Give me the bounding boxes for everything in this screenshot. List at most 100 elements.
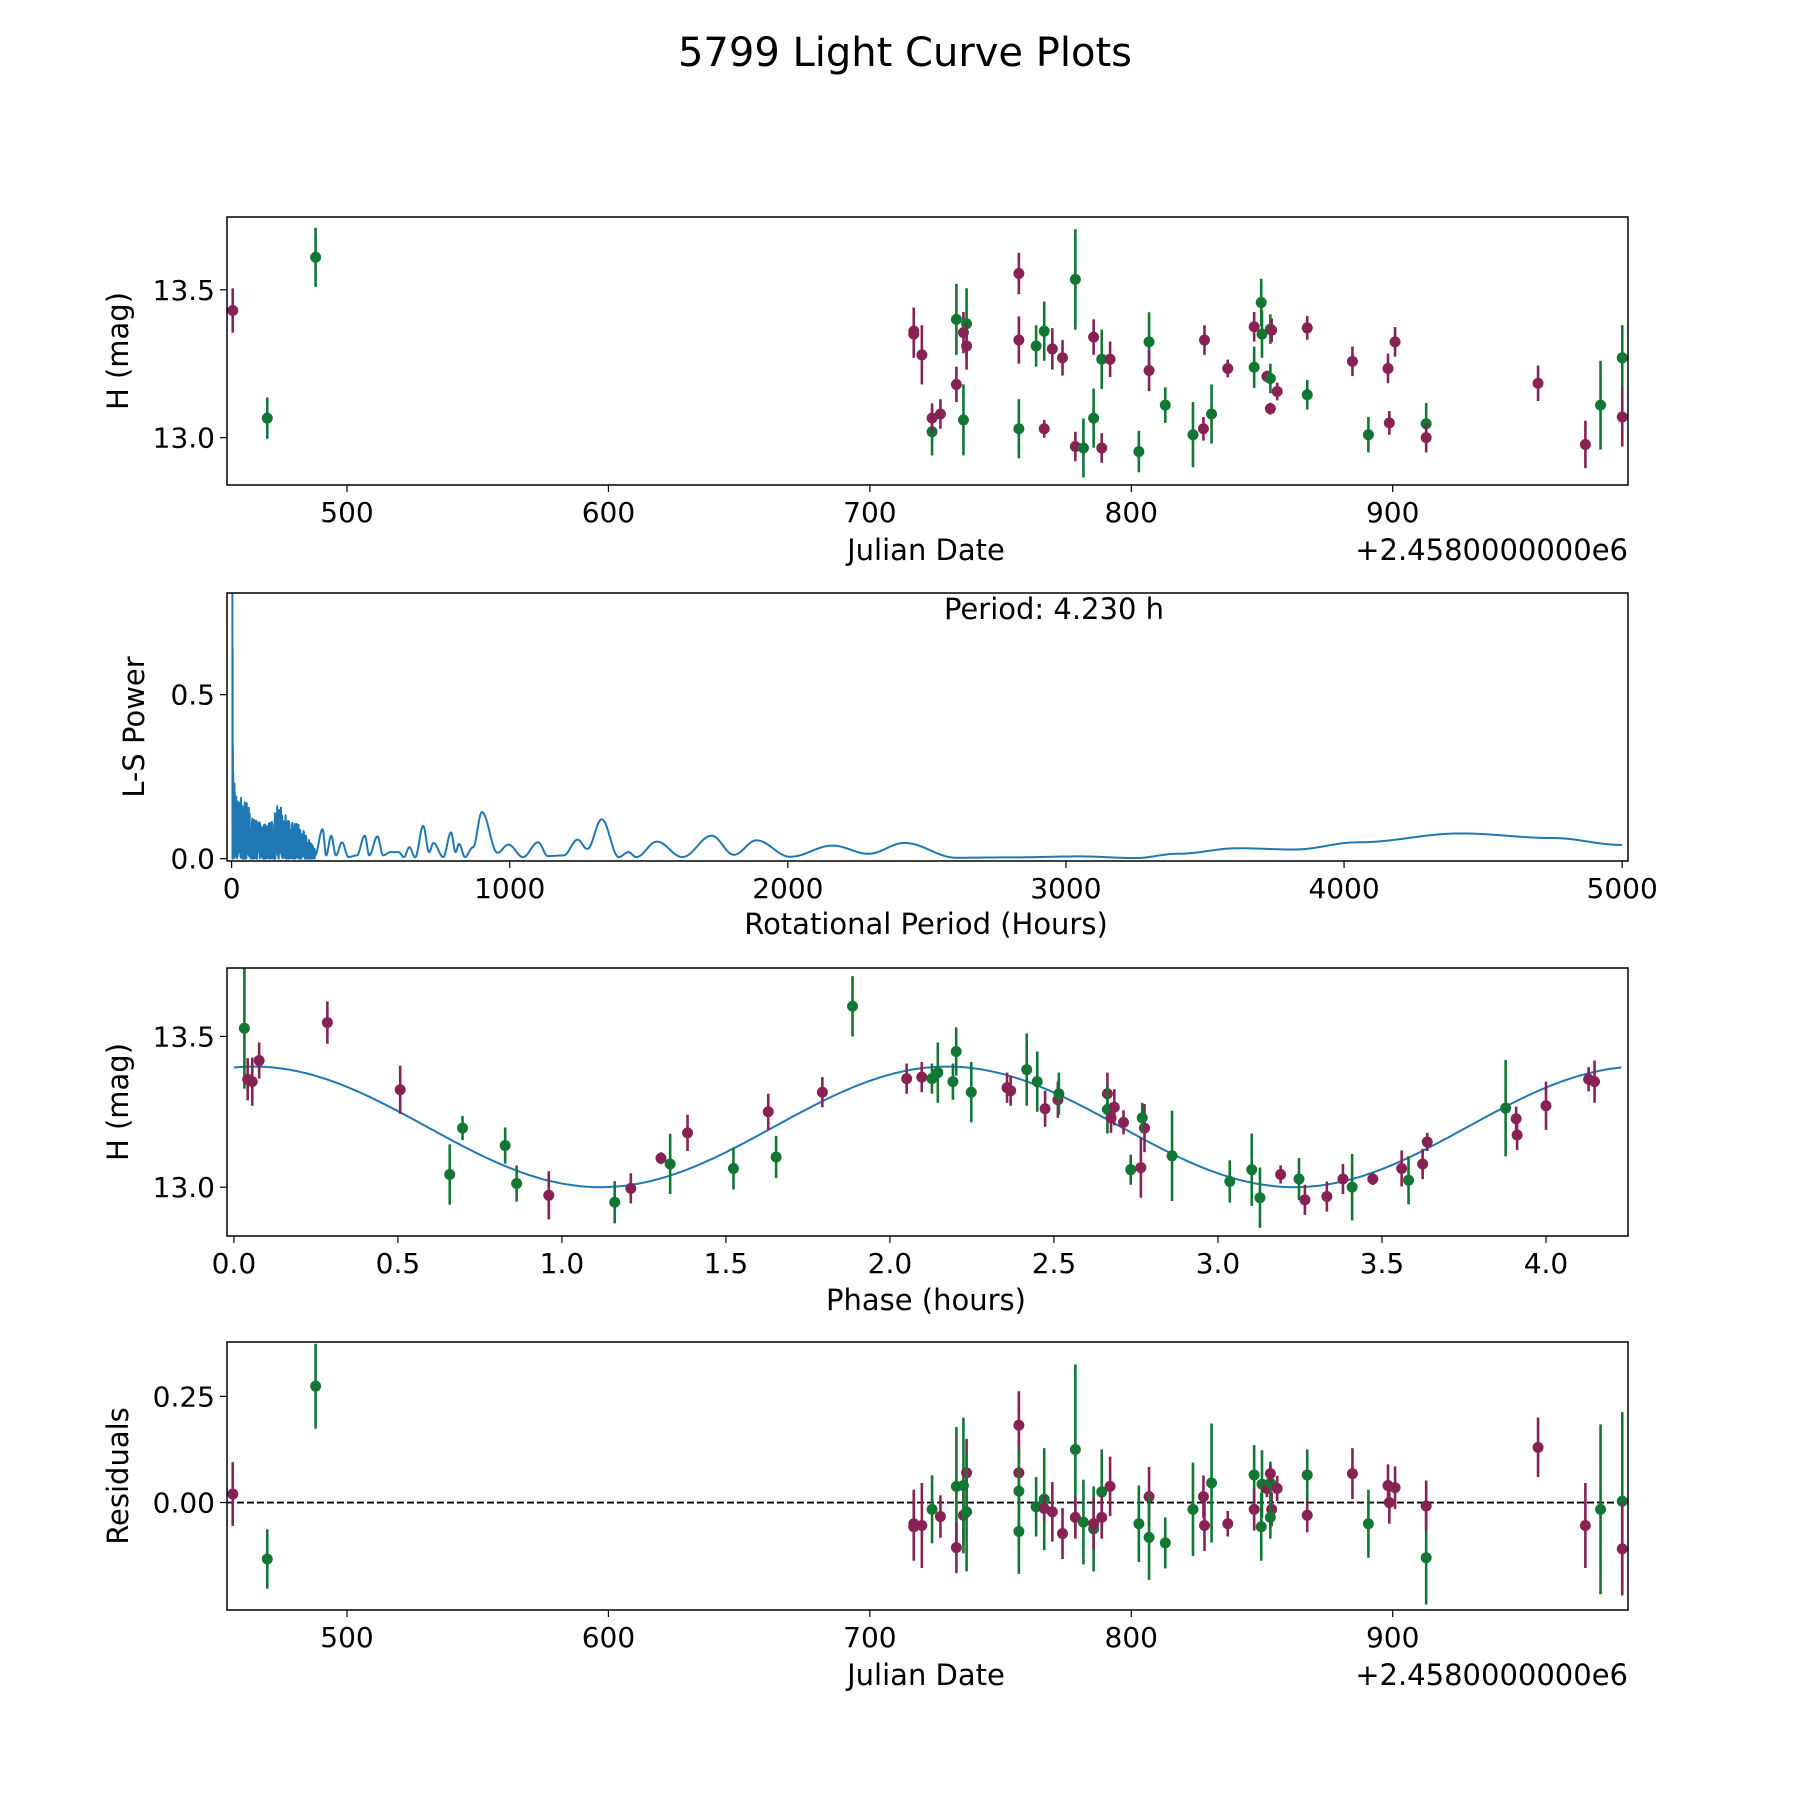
data-point	[901, 1063, 913, 1094]
data-point	[1104, 341, 1116, 378]
point-marker	[321, 1017, 333, 1029]
data-point	[1383, 411, 1395, 435]
data-point	[816, 1077, 828, 1108]
point-marker	[1133, 446, 1145, 458]
data-point	[1421, 1132, 1433, 1151]
point-marker	[1500, 1102, 1512, 1114]
point-marker	[1616, 1543, 1628, 1555]
data-point	[1254, 1167, 1266, 1228]
point-marker	[1135, 1162, 1147, 1174]
x-tick-label: 2.0	[868, 1247, 913, 1280]
data-point	[1616, 1502, 1628, 1596]
data-point	[950, 1522, 962, 1574]
point-marker	[1039, 1103, 1051, 1115]
point-marker	[1511, 1129, 1523, 1141]
data-point	[511, 1165, 523, 1202]
periodogram-panel: 0 1000 2000 3000 4000 5000 0.0 0.5 Rotational Pe…	[117, 592, 1658, 941]
point-marker	[238, 1022, 250, 1034]
data-point	[394, 1065, 406, 1114]
data-point	[1264, 402, 1276, 415]
data-point	[1362, 416, 1374, 453]
lightcurve-panel: 500 600 700 800 900 13.0 13.5 Julian Date H (mag…	[101, 216, 1629, 567]
data-point	[1206, 384, 1218, 444]
point-marker	[1104, 1480, 1116, 1492]
data-point	[1420, 1480, 1432, 1532]
data-point	[1096, 329, 1108, 389]
data-point	[926, 1475, 938, 1544]
point-marker	[1159, 1537, 1171, 1549]
data-point	[1264, 1465, 1276, 1483]
data-point	[1275, 1165, 1287, 1184]
point-marker	[1383, 417, 1395, 429]
data-point	[1301, 316, 1313, 340]
point-marker	[1299, 1194, 1311, 1206]
data-point	[246, 1057, 258, 1106]
data-point	[1595, 1424, 1607, 1595]
data-point	[1301, 379, 1313, 410]
point-marker	[1396, 1162, 1408, 1174]
point-marker	[609, 1196, 621, 1208]
point-marker	[934, 1511, 946, 1523]
point-marker	[932, 1067, 944, 1079]
point-marker	[1248, 321, 1260, 333]
point-marker	[1096, 1486, 1108, 1498]
data-point	[1159, 387, 1171, 423]
x-tick-label: 500	[320, 1621, 373, 1654]
data-point	[1346, 346, 1358, 377]
data-point	[1038, 301, 1050, 361]
point-marker	[916, 349, 928, 361]
point-marker	[1005, 1085, 1017, 1097]
x-tick-label: 3.0	[1196, 1247, 1241, 1280]
data-point	[682, 1114, 694, 1151]
point-marker	[1096, 442, 1108, 454]
data-point	[1159, 1517, 1171, 1569]
data-point	[950, 283, 962, 355]
y-axis-label: H (mag)	[101, 292, 135, 410]
plot-area	[227, 1343, 1628, 1605]
point-marker	[1143, 336, 1155, 348]
data-point	[1197, 416, 1209, 441]
point-marker	[1159, 399, 1171, 411]
y-tick-label: 0.00	[153, 1487, 215, 1520]
point-marker	[1133, 1518, 1145, 1530]
data-point	[1362, 1489, 1374, 1558]
point-marker	[1021, 1064, 1033, 1076]
axes-frame	[226, 967, 1629, 1237]
data-point	[961, 322, 973, 370]
point-marker	[908, 328, 920, 340]
data-point	[1038, 419, 1050, 438]
point-marker	[1088, 331, 1100, 343]
x-tick-label: 4000	[1308, 872, 1379, 905]
point-marker	[499, 1140, 511, 1152]
point-marker	[816, 1086, 828, 1098]
point-marker	[227, 304, 239, 316]
data-point	[310, 1343, 322, 1429]
point-marker	[1616, 352, 1628, 364]
data-point	[1500, 1059, 1512, 1157]
data-point	[227, 1462, 239, 1526]
data-point	[1222, 359, 1234, 378]
x-offset-text: +2.4580000000e6	[1355, 1658, 1628, 1692]
point-marker	[1187, 429, 1199, 441]
residuals-panel: 500 600 700 800 900 0.00 0.25 Julian Date Residu…	[101, 1341, 1629, 1692]
point-marker	[664, 1158, 676, 1170]
figure-title: 5799 Light Curve Plots	[678, 30, 1132, 76]
point-marker	[950, 1542, 962, 1554]
data-point	[926, 403, 938, 433]
point-marker	[625, 1182, 637, 1194]
x-tick-label: 800	[1105, 496, 1158, 529]
data-point	[1198, 1499, 1210, 1551]
x-tick-label: 0	[223, 872, 241, 905]
point-marker	[1579, 1519, 1591, 1531]
point-marker	[1510, 1113, 1522, 1125]
data-point	[1321, 1181, 1333, 1212]
point-marker	[1108, 1101, 1120, 1113]
point-marker	[1013, 423, 1025, 435]
point-marker	[1346, 1468, 1358, 1480]
point-marker	[1403, 1174, 1415, 1186]
data-point	[1108, 1089, 1120, 1126]
data-point	[227, 288, 239, 333]
data-point	[1389, 327, 1401, 357]
point-marker	[1088, 1518, 1100, 1530]
